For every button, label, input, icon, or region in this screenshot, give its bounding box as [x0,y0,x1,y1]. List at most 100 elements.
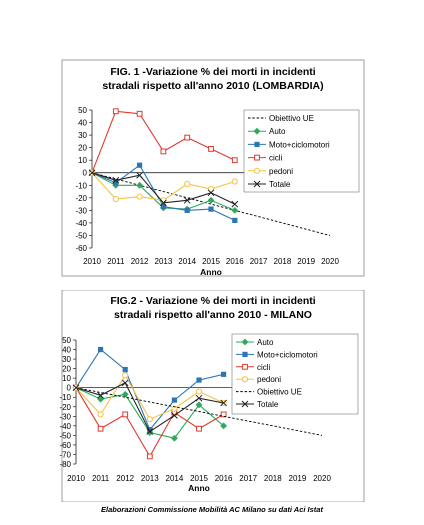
legend-label-cicli: cicli [257,363,271,372]
y-tick-label: -30 [59,412,71,421]
legend-marker-cicli [254,154,260,161]
data-point-moto-ciclomotori [196,377,202,383]
legend-label-totale: Totale [269,180,291,189]
data-point-totale [121,379,129,387]
y-tick-label: 0 [83,169,88,178]
data-point-totale [72,384,80,392]
x-tick-label: 2019 [297,257,315,266]
data-point-cicli [220,411,227,418]
source-footer: Elaborazioni Commissione Mobilità AC Mil… [101,505,323,514]
data-point-pedoni [112,195,119,203]
data-point-auto [121,390,129,398]
figure-2-milano: FIG.2 - Variazione % dei morti in incide… [0,290,424,502]
data-point-cicli [231,157,238,164]
data-point-totale [195,394,203,402]
data-point-pedoni [231,178,238,185]
legend-label-pedoni: pedoni [269,167,293,176]
data-point-cicli [208,145,214,152]
legend-marker-cicli [242,363,248,370]
x-tick-label: 2014 [178,257,196,266]
data-point-totale [136,171,143,179]
y-tick-label: -10 [75,181,87,190]
legend-label-moto-ciclomotori: Moto+ciclomotori [257,350,318,359]
y-tick-label: 10 [78,156,87,165]
data-point-moto-ciclomotori [160,204,166,210]
y-tick-label: -80 [59,460,71,469]
y-tick-label: -40 [59,422,71,431]
y-tick-label: -50 [59,431,71,440]
y-tick-label: 10 [62,374,71,383]
legend-label-totale: Totale [257,400,279,409]
figure-1-lombardia: FIG. 1 -Variazione % dei morti in incide… [61,59,365,277]
legend-label-auto: Auto [269,127,286,136]
chart-title-line: stradali rispetto all'anno 2010 (LOMBARD… [102,80,323,92]
y-tick-label: -70 [59,450,71,459]
data-point-pedoni [207,185,215,193]
legend-label-pedoni: pedoni [257,375,281,384]
legend-label-obiettivo-ue: Obiettivo UE [269,114,314,123]
series-totale [72,379,227,435]
data-point-totale [112,176,120,184]
data-point-moto-ciclomotori [137,162,143,168]
data-point-auto [231,206,239,214]
legend-marker-totale [241,400,249,408]
x-tick-label: 2014 [166,474,184,483]
legend-marker-pedoni [241,376,249,383]
data-point-totale [171,412,178,419]
x-tick-label: 2020 [321,257,339,266]
legend-marker-pedoni [253,167,261,174]
data-point-auto [97,395,105,403]
data-point-pedoni [195,388,203,395]
x-tick-label: 2010 [83,257,101,266]
y-tick-label: 30 [62,355,71,364]
data-point-auto [195,401,203,409]
data-point-totale [207,189,215,197]
y-tick-label: 50 [62,336,71,345]
x-tick-label: 2013 [155,257,173,266]
data-point-moto-ciclomotori [171,397,177,403]
legend: Obiettivo UE Auto Moto+ciclomotori cicli ped… [243,109,360,193]
series-obiettivo-ue [75,387,323,436]
data-point-moto-ciclomotori [184,207,190,213]
x-tick-label: 2017 [250,257,268,266]
x-tick-label: 2018 [264,474,282,483]
data-point-totale [88,169,96,177]
data-point-pedoni [97,411,104,418]
legend-marker-totale [253,180,261,188]
y-tick-label: -60 [59,441,71,450]
data-point-auto [170,434,178,442]
chart-1-svg: FIG. 1 -Variazione % dei morti in incide… [61,59,365,277]
series-totale [88,169,239,208]
data-point-cicli [196,425,202,432]
legend-label-obiettivo-ue: Obiettivo UE [257,388,302,397]
y-tick-label: -10 [59,393,71,402]
legend-marker-auto [253,127,261,135]
data-point-cicli [112,108,119,115]
data-point-totale [146,428,154,435]
legend-marker-moto-ciclomotori [254,141,260,147]
x-axis-title: Anno [200,267,222,277]
data-point-auto [220,422,228,430]
data-point-totale [97,391,104,399]
legend-box [231,333,359,415]
legend-label-cicli: cicli [269,154,283,163]
data-point-totale [231,200,239,208]
x-tick-label: 2016 [226,257,244,266]
data-point-cicli [97,425,104,432]
y-tick-label: -20 [59,403,71,412]
y-tick-label: -50 [75,231,87,240]
y-tick-label: 30 [78,131,87,140]
legend: Auto Moto+ciclomotori cicli pedoni Obiettivo… [231,333,359,415]
y-tick-label: 20 [78,144,87,153]
data-point-moto-ciclomotori [208,206,214,212]
y-tick-label: 50 [78,106,87,115]
data-point-moto-ciclomotori [147,427,153,433]
x-tick-label: 2016 [215,474,233,483]
data-point-moto-ciclomotori [98,346,104,353]
x-tick-label: 2019 [289,474,307,483]
legend-label-moto-ciclomotori: Moto+ciclomotori [269,140,330,149]
series-line-obiettivo-ue [91,172,331,236]
y-tick-label: -60 [75,244,87,253]
data-point-pedoni [184,180,191,188]
series-obiettivo-ue [91,172,331,236]
